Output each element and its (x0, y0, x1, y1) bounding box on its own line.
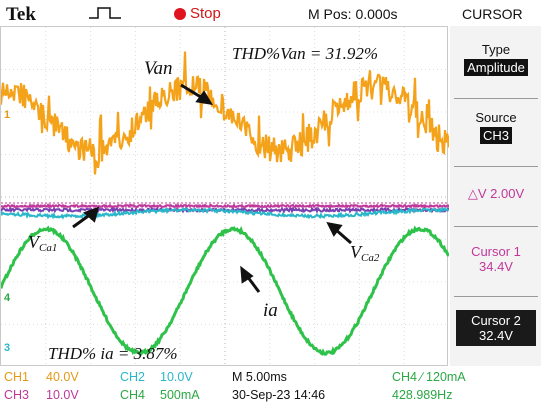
cursor-1-label: Cursor 1 (471, 244, 521, 259)
stop-indicator-icon (174, 8, 186, 20)
graticule (1, 27, 449, 367)
ch3-scale: 10.0V (46, 388, 79, 402)
type-label: Type (481, 42, 511, 57)
menu-divider (454, 226, 538, 227)
acquisition-status[interactable]: Stop (190, 5, 221, 22)
trigger-setting: CH4 ∕ 120mA (392, 370, 466, 384)
thd-ia-annotation: THD% ia = 3.87% (48, 344, 178, 363)
ch4-label[interactable]: CH4 (120, 388, 146, 402)
source-label: Source (475, 110, 517, 125)
ia-label: ia (263, 300, 278, 321)
date-time: 30-Sep-23 14:46 (232, 388, 326, 402)
menu-divider (454, 296, 538, 297)
ch3-ground-marker[interactable]: 3 (4, 342, 11, 354)
bottom-readout-bar: CH1 40.0V CH3 10.0V CH2 10.0V CH4 500mA … (0, 366, 541, 406)
top-status-bar: Tek Stop M Pos: 0.000s CURSOR (0, 0, 541, 26)
ch2-scale: 10.0V (160, 370, 193, 384)
ch2-label[interactable]: CH2 (120, 370, 146, 384)
type-menu-item[interactable]: Type Amplitude (454, 42, 538, 76)
ch4-scale: 500mA (160, 388, 200, 402)
menu-divider (454, 98, 538, 99)
ch3-label[interactable]: CH3 (4, 388, 30, 402)
source-value: CH3 (479, 127, 512, 144)
van-label: Van (144, 58, 173, 79)
ch1-scale: 40.0V (46, 370, 79, 384)
source-menu-item[interactable]: Source CH3 (454, 110, 538, 144)
cursor-2-label: Cursor 2 (471, 313, 521, 328)
brand-logo: Tek (6, 4, 36, 25)
cursor-2-menu-item[interactable]: Cursor 2 32.4V (456, 310, 536, 346)
annotation-arrows (72, 83, 352, 293)
menu-title: CURSOR (462, 6, 523, 22)
horizontal-position: M Pos: 0.000s (308, 6, 398, 22)
ch1-label[interactable]: CH1 (4, 370, 30, 384)
cursor-1-value: 34.4V (479, 259, 513, 274)
ch1-ground-marker[interactable]: 1 (4, 109, 11, 121)
waveform-display: 1 4 3 (0, 26, 449, 367)
timebase: M 5.00ms (232, 370, 287, 384)
ia-trace (1, 225, 449, 356)
waveform-canvas (1, 27, 449, 367)
thd-van-annotation: THD%Van = 31.92% (232, 44, 379, 63)
vca2-label: VCa2 (350, 242, 380, 264)
van-trace (1, 51, 449, 175)
cursor-side-menu: Type Amplitude Source CH3 △V 2.00V Curso… (450, 26, 541, 366)
cursor-1-menu-item[interactable]: Cursor 1 34.4V (454, 244, 538, 274)
menu-divider (454, 166, 538, 167)
ch4-ground-marker[interactable]: 4 (4, 292, 11, 304)
trigger-waveform-icon (89, 7, 121, 19)
vca1-label: VCa1 (28, 232, 58, 254)
cursor-2-value: 32.4V (479, 328, 513, 343)
delta-v-readout: △V 2.00V (467, 186, 525, 201)
trigger-frequency: 428.989Hz (392, 388, 453, 402)
vca2-trace (1, 206, 449, 220)
type-value: Amplitude (464, 59, 528, 76)
ch3-trace (1, 202, 449, 209)
